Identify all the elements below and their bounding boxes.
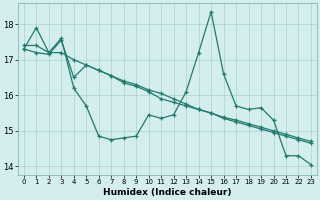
X-axis label: Humidex (Indice chaleur): Humidex (Indice chaleur) <box>103 188 232 197</box>
